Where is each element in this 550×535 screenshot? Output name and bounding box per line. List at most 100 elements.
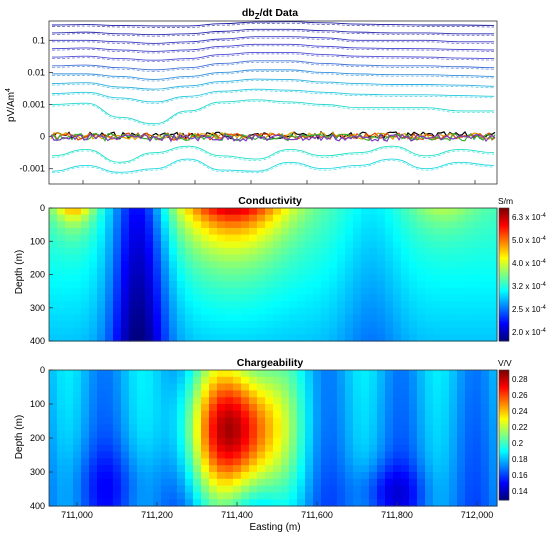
- heatmap-cell: [113, 294, 122, 302]
- heatmap-cell: [81, 492, 90, 500]
- chargeability-colorbar-segment: [499, 476, 509, 479]
- heatmap-cell: [105, 390, 114, 398]
- heatmap-cell: [225, 301, 234, 309]
- heatmap-cell: [289, 431, 298, 439]
- heatmap-cell: [473, 314, 482, 322]
- heatmap-cell: [345, 485, 354, 493]
- heatmap-cell: [217, 465, 226, 473]
- heatmap-cell: [217, 410, 226, 419]
- heatmap-cell: [273, 221, 282, 229]
- heatmap-cell: [393, 267, 402, 276]
- heatmap-cell: [465, 478, 474, 487]
- heatmap-cell: [161, 301, 170, 309]
- heatmap-cell: [353, 241, 362, 249]
- heatmap-cell: [153, 472, 162, 480]
- heatmap-cell: [113, 397, 122, 405]
- heatmap-cell: [257, 214, 266, 222]
- heatmap-cell: [113, 390, 122, 398]
- heatmap-cell: [433, 234, 442, 242]
- heatmap-cell: [201, 383, 210, 391]
- heatmap-cell: [417, 241, 426, 249]
- heatmap-cell: [249, 287, 258, 296]
- heatmap-cell: [433, 465, 442, 473]
- heatmap-cell: [281, 267, 290, 276]
- heatmap-cell: [129, 234, 138, 242]
- heatmap-cell: [265, 294, 274, 302]
- heatmap-cell: [425, 424, 434, 432]
- heatmap-cell: [377, 254, 386, 262]
- heatmap-cell: [145, 208, 154, 216]
- heatmap-cell: [417, 478, 426, 487]
- easting-xtick-label: 711,800: [381, 510, 413, 520]
- heatmap-cell: [225, 370, 234, 378]
- heatmap-cell: [217, 404, 226, 412]
- heatmap-cell: [137, 424, 146, 432]
- heatmap-cell: [401, 478, 410, 487]
- heatmap-cell: [417, 287, 426, 296]
- heatmap-cell: [489, 465, 498, 473]
- heatmap-cell: [81, 444, 90, 453]
- heatmap-cell: [441, 465, 450, 473]
- heatmap-cell: [185, 444, 194, 453]
- heatmap-cell: [81, 478, 90, 487]
- conductivity-ytick-label: 100: [30, 236, 45, 246]
- heatmap-cell: [65, 321, 74, 329]
- easting-xtick-label: 711,400: [221, 510, 253, 520]
- heatmap-cell: [465, 294, 474, 302]
- heatmap-cell: [241, 301, 250, 309]
- heatmap-cell: [129, 431, 138, 439]
- heatmap-cell: [481, 465, 490, 473]
- heatmap-cell: [369, 287, 378, 296]
- heatmap-cell: [473, 254, 482, 262]
- heatmap-cell: [297, 424, 306, 432]
- heatmap-cell: [89, 465, 98, 473]
- heatmap-cell: [409, 451, 418, 459]
- chargeability-ytick-label: 400: [30, 501, 45, 511]
- heatmap-cell: [57, 221, 66, 229]
- chargeability-colorbar-segment: [499, 445, 509, 449]
- heatmap-cell: [481, 294, 490, 302]
- heatmap-cell: [233, 241, 242, 249]
- heatmap-cell: [257, 254, 266, 262]
- heatmap-cell: [57, 424, 66, 432]
- heatmap-cell: [417, 267, 426, 276]
- heatmap-cell: [201, 294, 210, 302]
- heatmap-cell: [89, 458, 98, 466]
- heatmap-cell: [225, 478, 234, 487]
- heatmap-cell: [57, 261, 66, 269]
- heatmap-cell: [377, 261, 386, 269]
- heatmap-cell: [345, 281, 354, 289]
- heatmap-cell: [353, 438, 362, 446]
- heatmap-cell: [393, 424, 402, 432]
- heatmap-cell: [225, 241, 234, 249]
- heatmap-cell: [329, 234, 338, 242]
- heatmap-cell: [449, 261, 458, 269]
- heatmap-cell: [161, 314, 170, 322]
- heatmap-cell: [337, 301, 346, 309]
- heatmap-cell: [273, 287, 282, 296]
- heatmap-cell: [57, 287, 66, 296]
- dbzdt-series-line: [51, 69, 495, 80]
- heatmap-cell: [49, 410, 58, 419]
- heatmap-cell: [369, 478, 378, 487]
- heatmap-cell: [337, 261, 346, 269]
- heatmap-cell: [65, 458, 74, 466]
- heatmap-cell: [217, 417, 226, 425]
- heatmap-cell: [241, 307, 250, 315]
- chargeability-ylabel: Depth (m): [14, 415, 25, 459]
- heatmap-cell: [65, 472, 74, 480]
- heatmap-cell: [49, 327, 58, 335]
- heatmap-cell: [265, 472, 274, 480]
- heatmap-cell: [345, 321, 354, 329]
- heatmap-cell: [201, 492, 210, 500]
- heatmap-cell: [217, 261, 226, 269]
- heatmap-cell: [73, 267, 82, 276]
- heatmap-cell: [121, 499, 130, 507]
- chargeability-colorbar-segment: [499, 396, 509, 399]
- dbzdt-series-line-dashed: [51, 90, 495, 104]
- heatmap-cell: [129, 424, 138, 432]
- heatmap-cell: [489, 397, 498, 405]
- heatmap-cell: [225, 221, 234, 229]
- heatmap-cell: [113, 478, 122, 487]
